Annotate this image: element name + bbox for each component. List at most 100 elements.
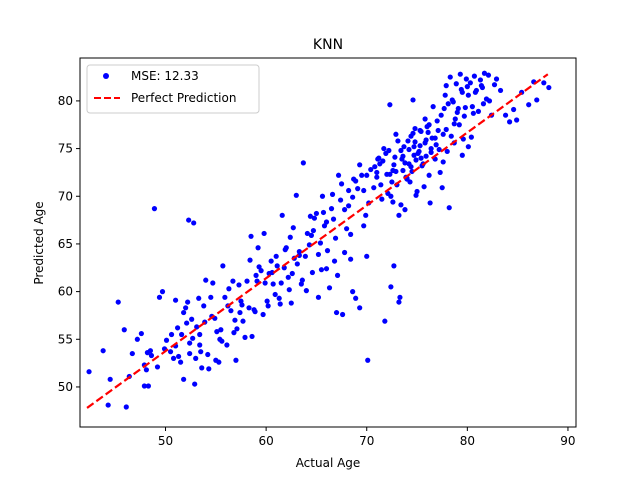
scatter-point: [252, 309, 258, 315]
scatter-point: [328, 206, 335, 212]
scatter-point: [253, 272, 259, 278]
scatter-point: [502, 112, 509, 118]
scatter-point: [428, 149, 434, 155]
scatter-point: [201, 303, 207, 309]
scatter-point: [220, 263, 226, 269]
scatter-point: [422, 116, 428, 122]
scatter-point: [293, 192, 299, 198]
scatter-point: [224, 342, 230, 348]
scatter-point: [294, 261, 300, 267]
scatter-point: [344, 226, 350, 232]
scatter-point: [453, 81, 459, 87]
scatter-point: [141, 383, 147, 389]
scatter-point: [186, 217, 192, 223]
scatter-point: [197, 342, 203, 348]
scatter-point: [511, 106, 517, 113]
scatter-point: [402, 207, 408, 213]
scatter-point: [461, 113, 467, 119]
scatter-point: [264, 298, 270, 304]
scatter-point: [234, 326, 240, 332]
scatter-point: [296, 252, 302, 258]
scatter-point: [462, 104, 468, 111]
scatter-point: [197, 331, 203, 338]
scatter-point: [134, 336, 140, 342]
scatter-point: [239, 302, 245, 308]
scatter-point: [86, 369, 92, 375]
scatter-point: [335, 172, 342, 178]
scatter-point: [448, 133, 454, 139]
scatter-point: [337, 197, 344, 203]
scatter-point: [452, 116, 458, 122]
scatter-point: [230, 278, 236, 284]
scatter-point: [407, 179, 413, 185]
scatter-point: [247, 257, 253, 263]
scatter-point: [477, 77, 484, 83]
scatter-point: [178, 359, 184, 365]
scatter-point: [237, 309, 243, 316]
scatter-point: [393, 131, 399, 137]
scatter-point: [228, 308, 234, 314]
scatter-point: [378, 182, 384, 188]
y-tick-label: 65: [58, 237, 73, 251]
scatter-point: [371, 185, 377, 191]
scatter-point: [507, 119, 513, 125]
scatter-point: [311, 215, 318, 221]
scatter-point: [442, 92, 448, 98]
scatter-point: [457, 71, 463, 77]
scatter-point: [176, 353, 182, 360]
x-tick-label: 70: [359, 434, 374, 448]
scatter-point: [400, 167, 406, 174]
y-tick-label: 55: [58, 332, 73, 346]
scatter-point: [387, 102, 393, 108]
scatter-point: [392, 154, 398, 160]
y-axis-ticks: 50 55 60 65 70 75 80: [58, 94, 80, 394]
scatter-point: [261, 230, 267, 237]
scatter-point: [435, 127, 441, 134]
scatter-point: [443, 126, 449, 133]
scatter-point: [467, 80, 473, 86]
scatter-point: [381, 145, 387, 152]
scatter-point: [285, 274, 291, 280]
scatter-point: [468, 134, 474, 140]
scatter-point: [469, 104, 475, 110]
scatter-point: [203, 277, 209, 283]
scatter-point: [465, 144, 471, 150]
scatter-point: [444, 148, 450, 155]
scatter-point: [406, 146, 412, 153]
scatter-point: [350, 194, 356, 200]
scatter-point: [258, 268, 264, 274]
scatter-point: [210, 280, 216, 286]
scatter-point: [440, 159, 446, 165]
scatter-point: [410, 130, 416, 136]
scatter-point: [148, 352, 155, 359]
scatter-point: [348, 231, 354, 237]
scatter-point: [198, 349, 204, 355]
legend-label-line: Perfect Prediction: [131, 91, 236, 105]
scatter-point: [315, 294, 322, 300]
scatter-point: [348, 256, 354, 262]
scatter-point: [270, 281, 276, 287]
scatter-point: [269, 269, 275, 276]
scatter-point: [391, 263, 397, 269]
scatter-point: [433, 142, 439, 148]
x-axis-ticks: 50 60 70 80 90: [158, 427, 576, 448]
scatter-point: [342, 207, 348, 213]
scatter-point: [414, 188, 420, 195]
scatter-point: [187, 340, 193, 346]
scatter-point: [417, 143, 423, 149]
scatter-point: [353, 295, 359, 301]
scatter-point: [277, 301, 283, 307]
scatter-point: [534, 97, 540, 103]
scatter-point: [317, 240, 324, 246]
scatter-point: [418, 128, 424, 135]
scatter-point: [236, 282, 242, 288]
scatter-point: [168, 331, 175, 338]
y-tick-label: 80: [58, 94, 73, 108]
plot-frame: [79, 57, 577, 428]
scatter-point: [361, 187, 367, 194]
scatter-point: [416, 148, 422, 155]
scatter-point: [170, 355, 177, 361]
scatter-point: [363, 212, 369, 218]
scatter-point: [421, 184, 427, 190]
scatter-point: [326, 285, 333, 291]
